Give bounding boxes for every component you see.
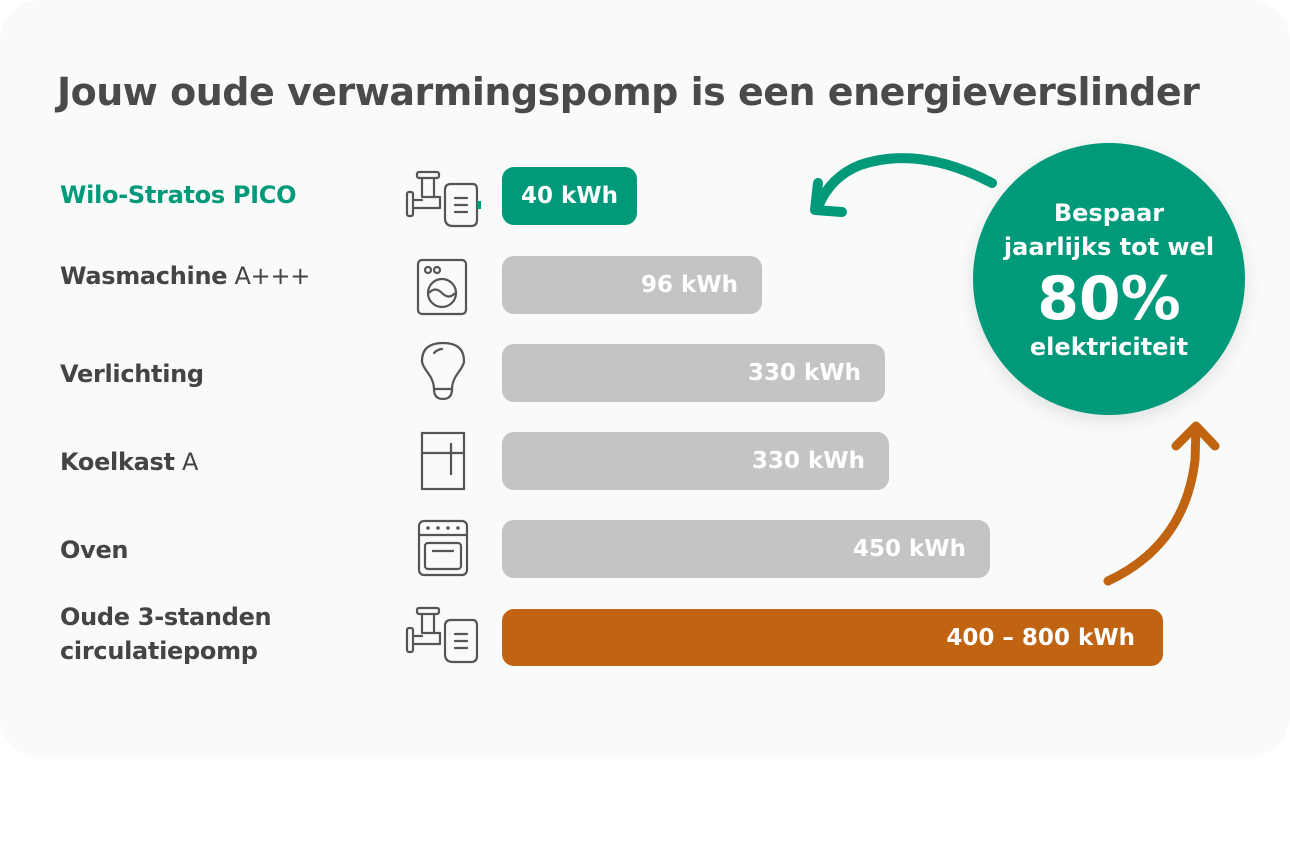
bar-verlichting: 330 kWh	[502, 344, 885, 402]
oven-icon	[417, 519, 469, 577]
orange-arrow-icon	[1103, 421, 1220, 586]
row-label-oude-circulatiepomp: Oude 3-standen circulatiepomp	[60, 603, 272, 665]
pump-icon	[405, 606, 479, 664]
row-label-verlichting: Verlichting	[60, 360, 204, 388]
fridge-icon	[420, 431, 466, 491]
washing-machine-icon	[416, 258, 468, 316]
savings-callout: Bespaar jaarlijks tot wel 80% elektricit…	[973, 143, 1245, 415]
row-label-wilo-stratos-pico: Wilo-Stratos PICO	[60, 181, 297, 209]
pump-icon	[405, 170, 481, 228]
row-label-oven: Oven	[60, 536, 129, 564]
green-arrow-icon	[810, 153, 997, 217]
light-bulb-icon	[420, 341, 466, 401]
bar-koelkast: 330 kWh	[502, 432, 889, 490]
row-label-wasmachine: Wasmachine A+++	[60, 262, 311, 290]
row-label-koelkast: Koelkast A	[60, 448, 199, 476]
bar-wilo-stratos-pico: 40 kWh	[502, 167, 637, 225]
bar-oude-circulatiepomp: 400 – 800 kWh	[502, 609, 1163, 666]
bar-oven: 450 kWh	[502, 520, 990, 578]
bar-wasmachine: 96 kWh	[502, 256, 762, 314]
page-title: Jouw oude verwarmingspomp is een energie…	[57, 70, 1200, 114]
